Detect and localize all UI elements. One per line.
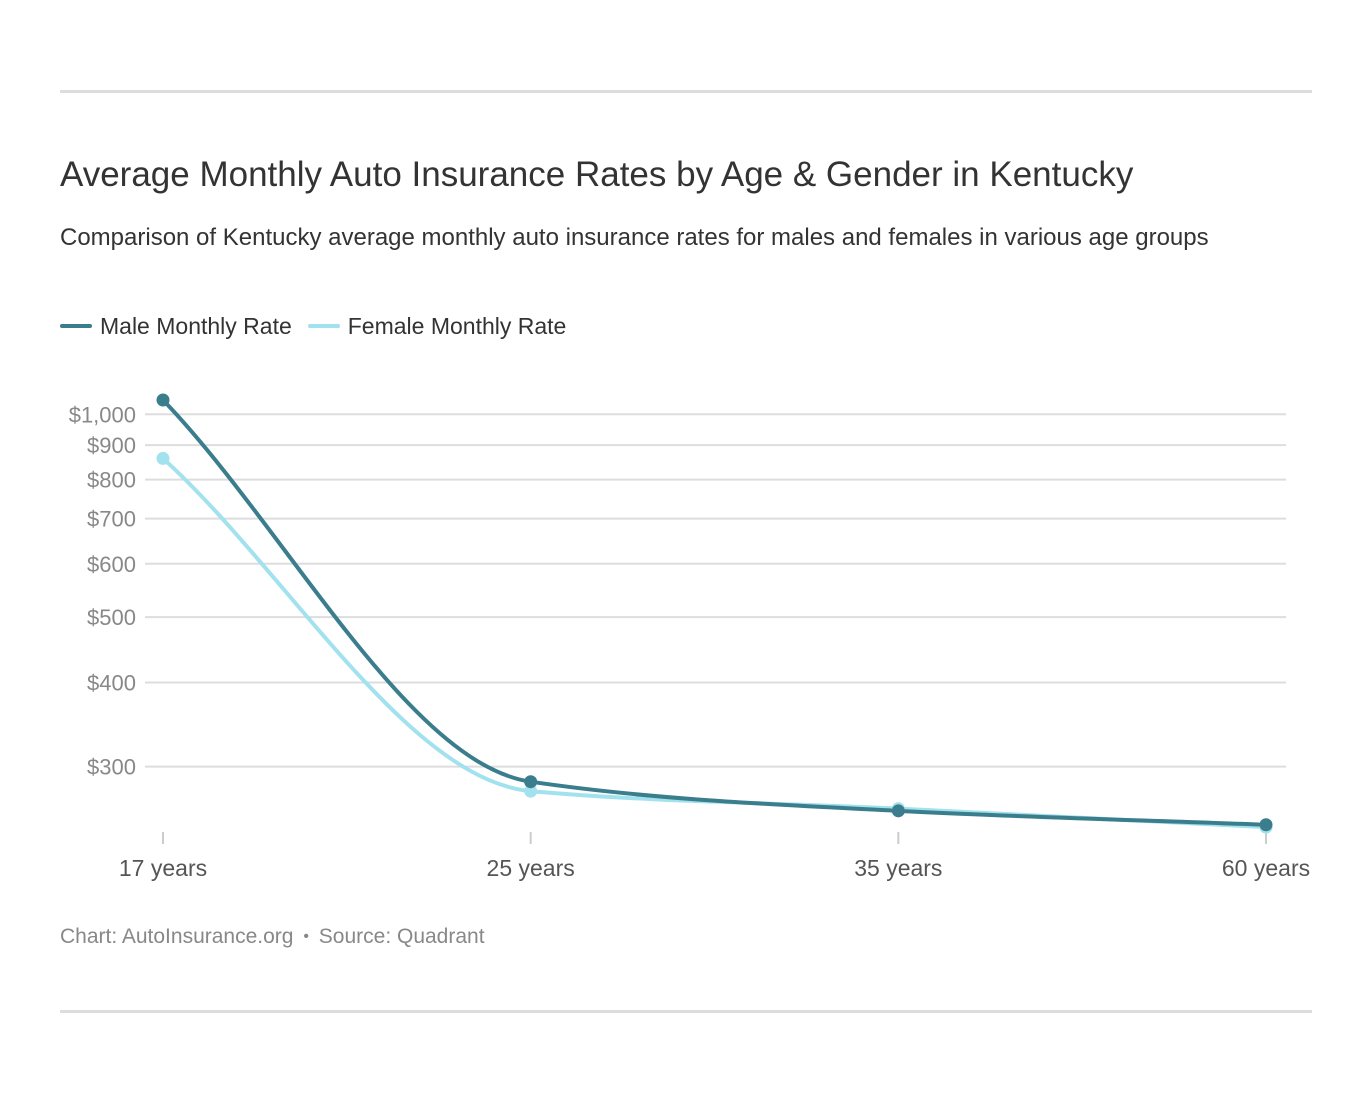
data-point-female[interactable] (524, 784, 538, 798)
legend-label-male: Male Monthly Rate (100, 312, 292, 339)
data-point-male[interactable] (524, 775, 538, 789)
data-point-male[interactable] (156, 393, 170, 407)
chart-subtitle: Comparison of Kentucky average monthly a… (60, 224, 1209, 251)
chart-source: Source: Quadrant (318, 925, 485, 948)
series-line-male (161, 398, 1268, 827)
x-tick-label: 60 years (1222, 855, 1310, 881)
legend-label-female: Female Monthly Rate (347, 312, 567, 339)
y-tick-label: $700 (87, 507, 136, 532)
y-tick-label: $500 (87, 605, 136, 630)
legend: Male Monthly Rate Female Monthly Rate (60, 312, 582, 340)
x-tick-label: 35 years (854, 855, 942, 881)
y-tick-label: $600 (87, 552, 136, 577)
y-tick-label: $900 (87, 433, 136, 458)
legend-item-male[interactable]: Male Monthly Rate (60, 313, 292, 340)
x-axis: 17 years 25 years 35 years 60 years (119, 832, 1310, 881)
series-line-female (161, 456, 1268, 830)
y-tick-label: $800 (87, 468, 136, 493)
data-point-male[interactable] (891, 804, 905, 818)
data-point-female[interactable] (156, 451, 170, 465)
chart-title: Average Monthly Auto Insurance Rates by … (60, 155, 1134, 194)
legend-swatch-male (60, 324, 92, 328)
top-divider (60, 90, 1312, 93)
legend-swatch-female (307, 324, 340, 328)
series-layer (156, 393, 1273, 834)
y-tick-label: $1,000 (69, 402, 136, 427)
data-point-male[interactable] (1259, 818, 1273, 832)
chart-credit: Chart: AutoInsurance.org (60, 925, 294, 948)
bottom-divider (60, 1010, 1312, 1013)
y-tick-label: $400 (87, 670, 136, 695)
y-tick-label: $300 (87, 755, 136, 780)
y-axis-tick-labels: $300 $400 $500 $600 $700 $800 $900 $1,000 (69, 402, 136, 779)
legend-item-female[interactable]: Female Monthly Rate (307, 312, 567, 340)
footer-separator: • (303, 928, 309, 946)
x-tick-label: 25 years (487, 855, 575, 881)
chart-footer: Chart: AutoInsurance.org • Source: Quadr… (60, 924, 485, 950)
line-chart: $300 $400 $500 $600 $700 $800 $900 $1,000 17 ye… (69, 393, 1310, 881)
x-tick-label: 17 years (119, 855, 207, 881)
